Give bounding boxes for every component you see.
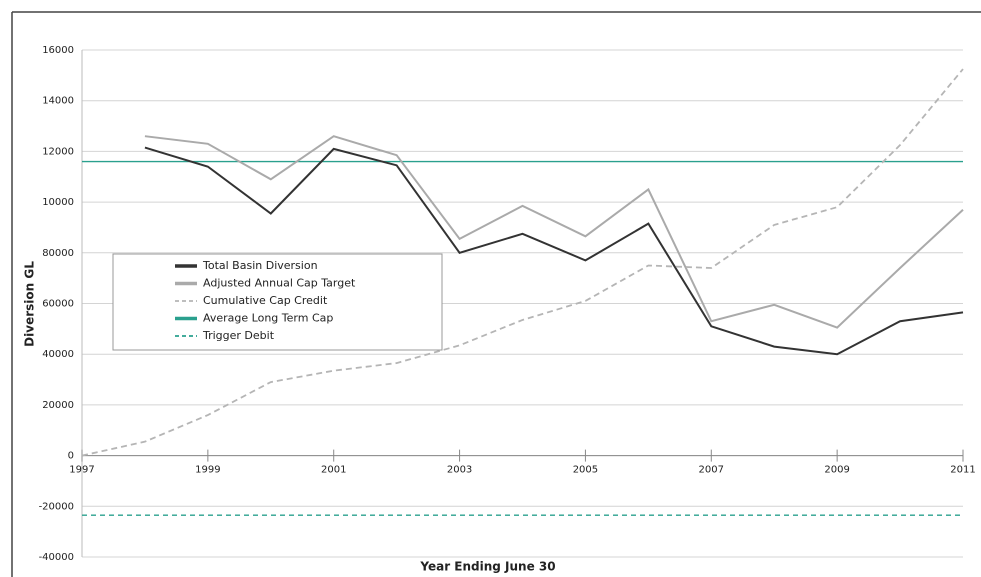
- x-tick-label: 1997: [69, 465, 94, 476]
- y-tick-label: 0: [68, 451, 74, 462]
- y-tick-label: -20000: [39, 501, 74, 512]
- x-tick-label: 2001: [321, 465, 346, 476]
- x-tick-label: 2007: [699, 465, 724, 476]
- x-tick-label: 2009: [824, 465, 849, 476]
- legend-box: [112, 253, 443, 351]
- series-line: [81, 68, 964, 457]
- y-tick-label: 20000: [42, 400, 74, 411]
- x-axis-title: Year Ending June 30: [419, 560, 555, 574]
- legend-label: Trigger Debit: [202, 329, 275, 342]
- series-line: [144, 146, 964, 356]
- y-tick-label: 40000: [42, 349, 74, 360]
- x-tick-label: 2011: [950, 465, 975, 476]
- legend-label: Adjusted Annual Cap Target: [203, 277, 356, 290]
- y-tick-label: 60000: [42, 299, 74, 310]
- legend-label: Total Basin Diversion: [202, 259, 318, 272]
- y-tick-label: -40000: [39, 552, 74, 563]
- y-tick-label: 10000: [42, 197, 74, 208]
- y-tick-label: 80000: [42, 248, 74, 259]
- y-tick-label: 16000: [42, 45, 74, 56]
- series-line: [144, 135, 964, 329]
- x-tick-label: 1999: [195, 465, 220, 476]
- y-tick-label: 12000: [42, 146, 74, 157]
- legend-label: Cumulative Cap Credit: [203, 294, 328, 307]
- x-tick-label: 2003: [447, 465, 472, 476]
- y-tick-label: 14000: [42, 96, 74, 107]
- y-axis-title: Diversion GL: [23, 261, 37, 347]
- x-tick-label: 2005: [573, 465, 598, 476]
- legend-label: Average Long Term Cap: [203, 312, 333, 325]
